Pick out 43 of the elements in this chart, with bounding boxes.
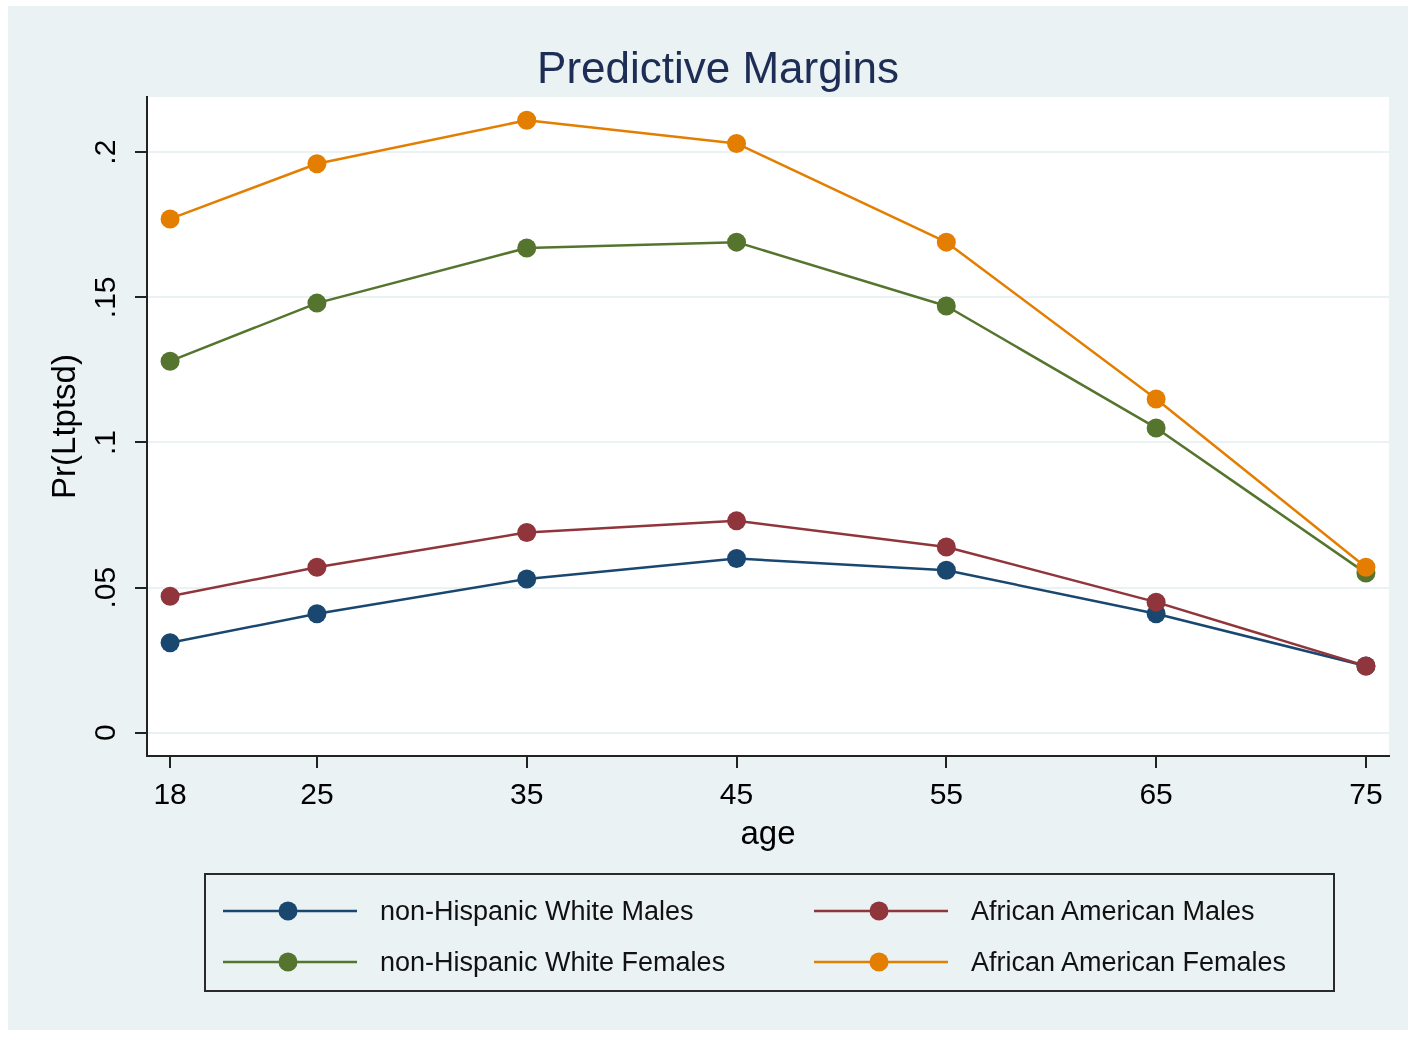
point — [727, 511, 747, 531]
point — [1146, 389, 1166, 409]
legend-label: non-Hispanic White Males — [380, 896, 694, 926]
point — [1356, 557, 1376, 577]
point — [307, 604, 327, 624]
point — [307, 557, 327, 577]
y-tick-label: .1 — [88, 429, 122, 455]
x-tick-label: 25 — [300, 777, 334, 811]
point — [517, 110, 537, 130]
point — [936, 296, 956, 316]
point — [517, 569, 537, 589]
legend-label: non-Hispanic White Females — [380, 947, 726, 977]
x-tick-label: 45 — [719, 777, 754, 811]
x-tick-label: 55 — [929, 777, 964, 811]
x-tick-label: 75 — [1349, 777, 1383, 811]
point — [160, 633, 180, 653]
point — [160, 351, 180, 371]
legend-label: African American Males — [971, 896, 1255, 926]
point — [1146, 418, 1166, 438]
point — [160, 209, 180, 229]
y-tick-label: 0 — [88, 724, 122, 742]
x-tick-label: 35 — [510, 777, 544, 811]
chart-title: Predictive Margins — [536, 42, 900, 94]
x-tick-label: 18 — [153, 777, 187, 811]
point — [517, 522, 537, 542]
y-tick-label: .2 — [88, 139, 122, 165]
point — [307, 154, 327, 174]
point — [727, 549, 747, 569]
y-tick-label: .05 — [88, 566, 122, 609]
y-axis-title: Pr(Ltptsd) — [44, 354, 82, 499]
point — [160, 586, 180, 606]
point — [936, 537, 956, 557]
point — [307, 293, 327, 313]
point — [936, 560, 956, 580]
x-tick-label: 65 — [1139, 777, 1173, 811]
y-tick-label: .15 — [88, 276, 122, 319]
point — [727, 232, 747, 252]
point — [936, 232, 956, 252]
legend-label: African American Females — [971, 947, 1287, 977]
point — [517, 238, 537, 258]
point — [727, 133, 747, 153]
point — [1146, 592, 1166, 612]
x-axis-title: age — [740, 814, 796, 852]
